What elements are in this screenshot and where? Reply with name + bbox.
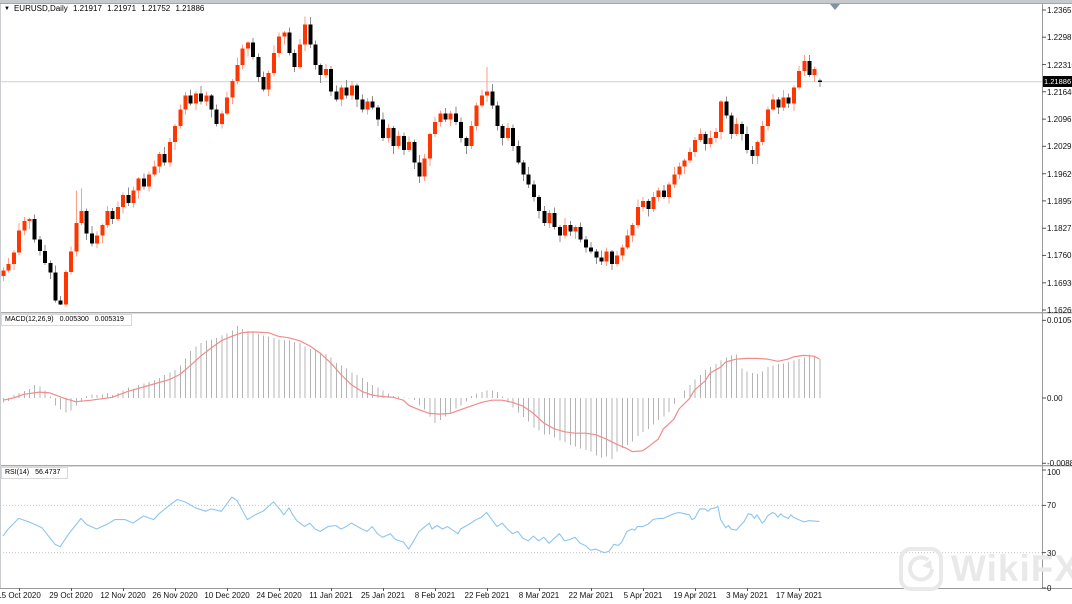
wikifx-logo-icon bbox=[899, 547, 943, 591]
rsi-axis-label: 30 bbox=[1047, 549, 1056, 558]
macd-axis-label: 0.00 bbox=[1047, 394, 1063, 403]
price-axis-label: 1.23655 bbox=[1047, 6, 1072, 15]
rsi-name: RSI(14) bbox=[5, 469, 30, 476]
price-axis-label: 1.16930 bbox=[1047, 279, 1072, 288]
ohlc-open: 1.21917 bbox=[72, 4, 102, 13]
candlestick-layer bbox=[1, 16, 822, 307]
macd-main-value: 0.005300 bbox=[59, 316, 89, 323]
macd-signal-value: 0.005319 bbox=[94, 316, 124, 323]
macd-axis-label: -0.008894 bbox=[1047, 459, 1072, 468]
wikifx-watermark: WikiFX bbox=[898, 545, 1072, 593]
price-axis-label: 1.19620 bbox=[1047, 170, 1072, 179]
price-axis-label: 1.18950 bbox=[1047, 197, 1072, 206]
date-axis-label: 24 Dec 2020 bbox=[256, 591, 302, 600]
macd-label[interactable]: MACD(12,26,9) 0.005300 0.005319 bbox=[1, 314, 132, 326]
rsi-value: 56.4737 bbox=[35, 469, 61, 476]
date-axis-label: 8 Feb 2021 bbox=[414, 591, 456, 600]
ohlc-close: 1.21886 bbox=[175, 4, 205, 13]
macd-indicator-layer bbox=[2, 326, 821, 459]
date-axis-label: 15 Oct 2020 bbox=[0, 591, 41, 600]
date-axis-label: 29 Oct 2020 bbox=[49, 591, 93, 600]
macd-name: MACD(12,26,9) bbox=[5, 316, 54, 323]
wikifx-watermark-text: WikiFX bbox=[951, 548, 1072, 589]
symbol-dropdown-icon[interactable]: ▼ bbox=[4, 6, 10, 12]
macd-axis-label: 0.01058 bbox=[1047, 316, 1072, 325]
date-axis-label: 8 Mar 2021 bbox=[518, 591, 560, 600]
price-axis-label: 1.20295 bbox=[1047, 142, 1072, 151]
date-axis-label: 10 Dec 2020 bbox=[204, 591, 250, 600]
date-axis-label: 3 May 2021 bbox=[726, 591, 768, 600]
date-axis-label: 25 Jan 2021 bbox=[360, 591, 406, 600]
price-axis-label: 1.22310 bbox=[1047, 61, 1072, 70]
date-axis-label: 5 Apr 2021 bbox=[623, 591, 663, 600]
rsi-indicator-layer bbox=[2, 496, 820, 554]
date-axis-label: 22 Mar 2021 bbox=[568, 591, 614, 600]
price-axis-label: 1.18275 bbox=[1047, 224, 1072, 233]
price-axis-label: 1.21640 bbox=[1047, 88, 1072, 97]
date-axis-label: 17 May 2021 bbox=[775, 591, 823, 600]
price-axis-label: 1.17605 bbox=[1047, 251, 1072, 260]
rsi-axis-label: 0 bbox=[1047, 584, 1052, 593]
date-axis-label: 11 Jan 2021 bbox=[309, 591, 353, 600]
date-axis-label: 26 Nov 2020 bbox=[152, 591, 198, 600]
rsi-label[interactable]: RSI(14) 56.4737 bbox=[1, 467, 69, 479]
date-axis-label: 12 Nov 2020 bbox=[100, 591, 146, 600]
price-axis-label: 1.20965 bbox=[1047, 115, 1072, 124]
date-axis-label: 19 Apr 2021 bbox=[673, 591, 717, 600]
rsi-axis-label: 100 bbox=[1047, 468, 1061, 477]
rsi-axis-label: 70 bbox=[1047, 501, 1056, 510]
ohlc-high: 1.21971 bbox=[107, 4, 137, 13]
symbol-name: EURUSD,Daily bbox=[13, 4, 68, 13]
date-axis-label: 22 Feb 2021 bbox=[464, 591, 510, 600]
price-axis-label: 1.22985 bbox=[1047, 33, 1072, 42]
symbol-header[interactable]: ▼ EURUSD,Daily 1.21917 1.21971 1.21752 1.… bbox=[4, 4, 207, 13]
current-price-badge: 1.21886 bbox=[1043, 76, 1072, 87]
chart-chrome bbox=[0, 0, 1072, 591]
ohlc-low: 1.21752 bbox=[141, 4, 171, 13]
